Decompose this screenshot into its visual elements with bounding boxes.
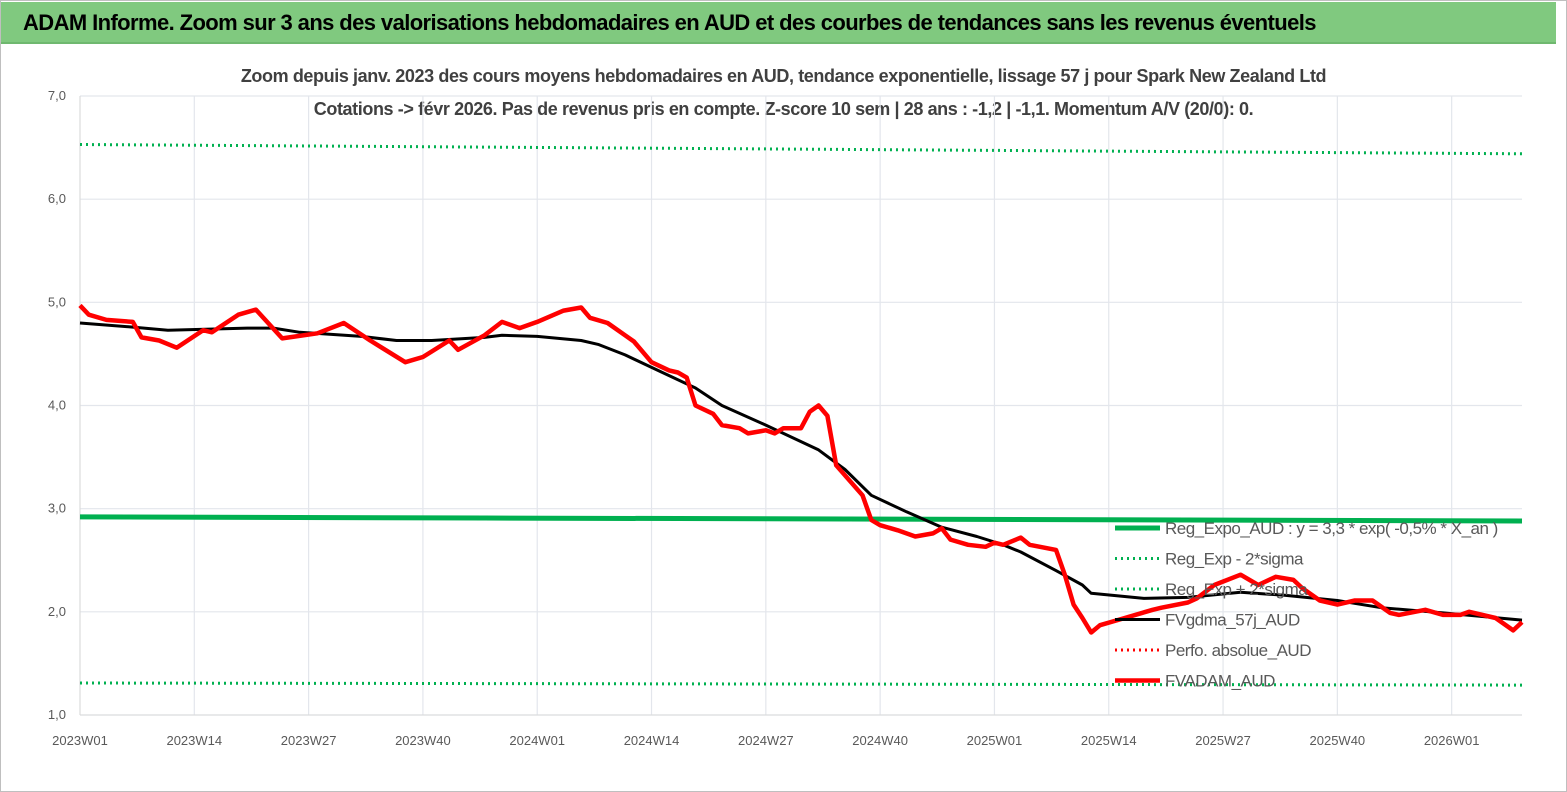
report-header: ADAM Informe. Zoom sur 3 ans des valoris…	[1, 2, 1556, 44]
series-line-3	[79, 321, 1523, 622]
y-tick-label: 1,0	[48, 707, 66, 722]
x-tick-label: 2025W27	[1195, 733, 1251, 748]
series-line-1	[79, 681, 1523, 687]
series-line-2	[79, 143, 1523, 156]
x-tick-label: 2023W40	[395, 733, 451, 748]
report-title: ADAM Informe. Zoom sur 3 ans des valoris…	[23, 10, 1316, 35]
x-tick-label: 2025W40	[1310, 733, 1366, 748]
x-tick-label: 2025W01	[967, 733, 1023, 748]
x-tick-label: 2024W14	[624, 733, 680, 748]
series-line-5	[78, 303, 1524, 635]
y-tick-label: 4,0	[48, 398, 66, 413]
series-line-0	[79, 514, 1523, 524]
legend-label-1: Reg_Exp - 2*sigma	[1165, 550, 1304, 569]
legend-label-5: FVADAM_AUD	[1165, 672, 1275, 691]
y-tick-label: 3,0	[48, 501, 66, 516]
x-tick-label: 2024W01	[509, 733, 565, 748]
legend-label-2: Reg_Exp + 2*sigma	[1165, 580, 1308, 599]
x-tick-label: 2023W27	[281, 733, 337, 748]
legend-label-0: Reg_Expo_AUD : y = 3,3 * exp( -0,5% * X_…	[1165, 519, 1498, 538]
y-tick-label: 2,0	[48, 604, 66, 619]
x-tick-label: 2025W14	[1081, 733, 1137, 748]
x-tick-label: 2024W40	[852, 733, 908, 748]
x-tick-label: 2023W01	[52, 733, 108, 748]
legend-label-4: Perfo. absolue_AUD	[1165, 641, 1311, 660]
chart-subtitle: Cotations -> févr 2026. Pas de revenus p…	[313, 99, 1254, 119]
y-tick-label: 6,0	[48, 191, 66, 206]
y-tick-label: 5,0	[48, 294, 66, 309]
chart-title: Zoom depuis janv. 2023 des cours moyens …	[240, 66, 1327, 86]
x-tick-label: 2024W27	[738, 733, 794, 748]
legend-label-3: FVgdma_57j_AUD	[1165, 611, 1300, 630]
x-tick-label: 2023W14	[166, 733, 222, 748]
x-tick-label: 2026W01	[1424, 733, 1480, 748]
y-tick-label: 7,0	[48, 88, 66, 103]
